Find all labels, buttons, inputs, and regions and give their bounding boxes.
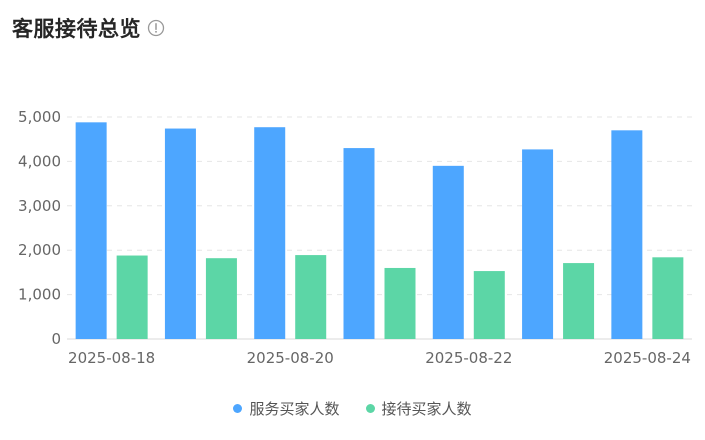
- y-tick-label: 5,000: [18, 108, 61, 126]
- y-tick-label: 4,000: [18, 152, 61, 170]
- bar-series-2: [652, 257, 684, 339]
- legend-label-series-1: 服务买家人数: [249, 400, 340, 418]
- info-circle-icon[interactable]: [147, 19, 165, 37]
- bar-series-2: [116, 255, 148, 339]
- x-tick-label: 2025-08-20: [247, 349, 334, 367]
- x-tick-label: 2025-08-22: [425, 349, 512, 367]
- bar-series-1: [432, 165, 464, 339]
- legend-item-series-2[interactable]: 接待买家人数: [365, 398, 472, 419]
- y-tick-label: 3,000: [18, 197, 61, 215]
- header: 客服接待总览: [12, 12, 165, 44]
- bar-series-1: [343, 148, 375, 339]
- bar-series-1: [522, 149, 554, 339]
- legend-label-series-2: 接待买家人数: [381, 400, 472, 418]
- x-tick-label: 2025-08-24: [604, 349, 691, 367]
- page-title: 客服接待总览: [12, 17, 141, 41]
- legend-item-series-1[interactable]: 服务买家人数: [233, 398, 340, 419]
- bar-series-1: [611, 130, 643, 339]
- y-tick-label: 2,000: [18, 241, 61, 259]
- chart-legend: 服务买家人数 接待买家人数: [0, 398, 705, 419]
- bar-series-2: [563, 263, 595, 339]
- bar-series-1: [164, 128, 196, 339]
- x-tick-label: 2025-08-18: [68, 349, 155, 367]
- y-tick-label: 0: [51, 330, 61, 348]
- legend-dot-series-2: [365, 404, 375, 413]
- bar-series-2: [384, 267, 416, 339]
- bar-series-1: [254, 127, 286, 339]
- y-tick-label: 1,000: [18, 286, 61, 304]
- bar-series-2: [295, 255, 327, 339]
- bar-series-2: [205, 258, 237, 339]
- legend-dot-series-1: [233, 404, 243, 413]
- bar-series-2: [473, 271, 505, 339]
- bar-series-1: [75, 122, 107, 339]
